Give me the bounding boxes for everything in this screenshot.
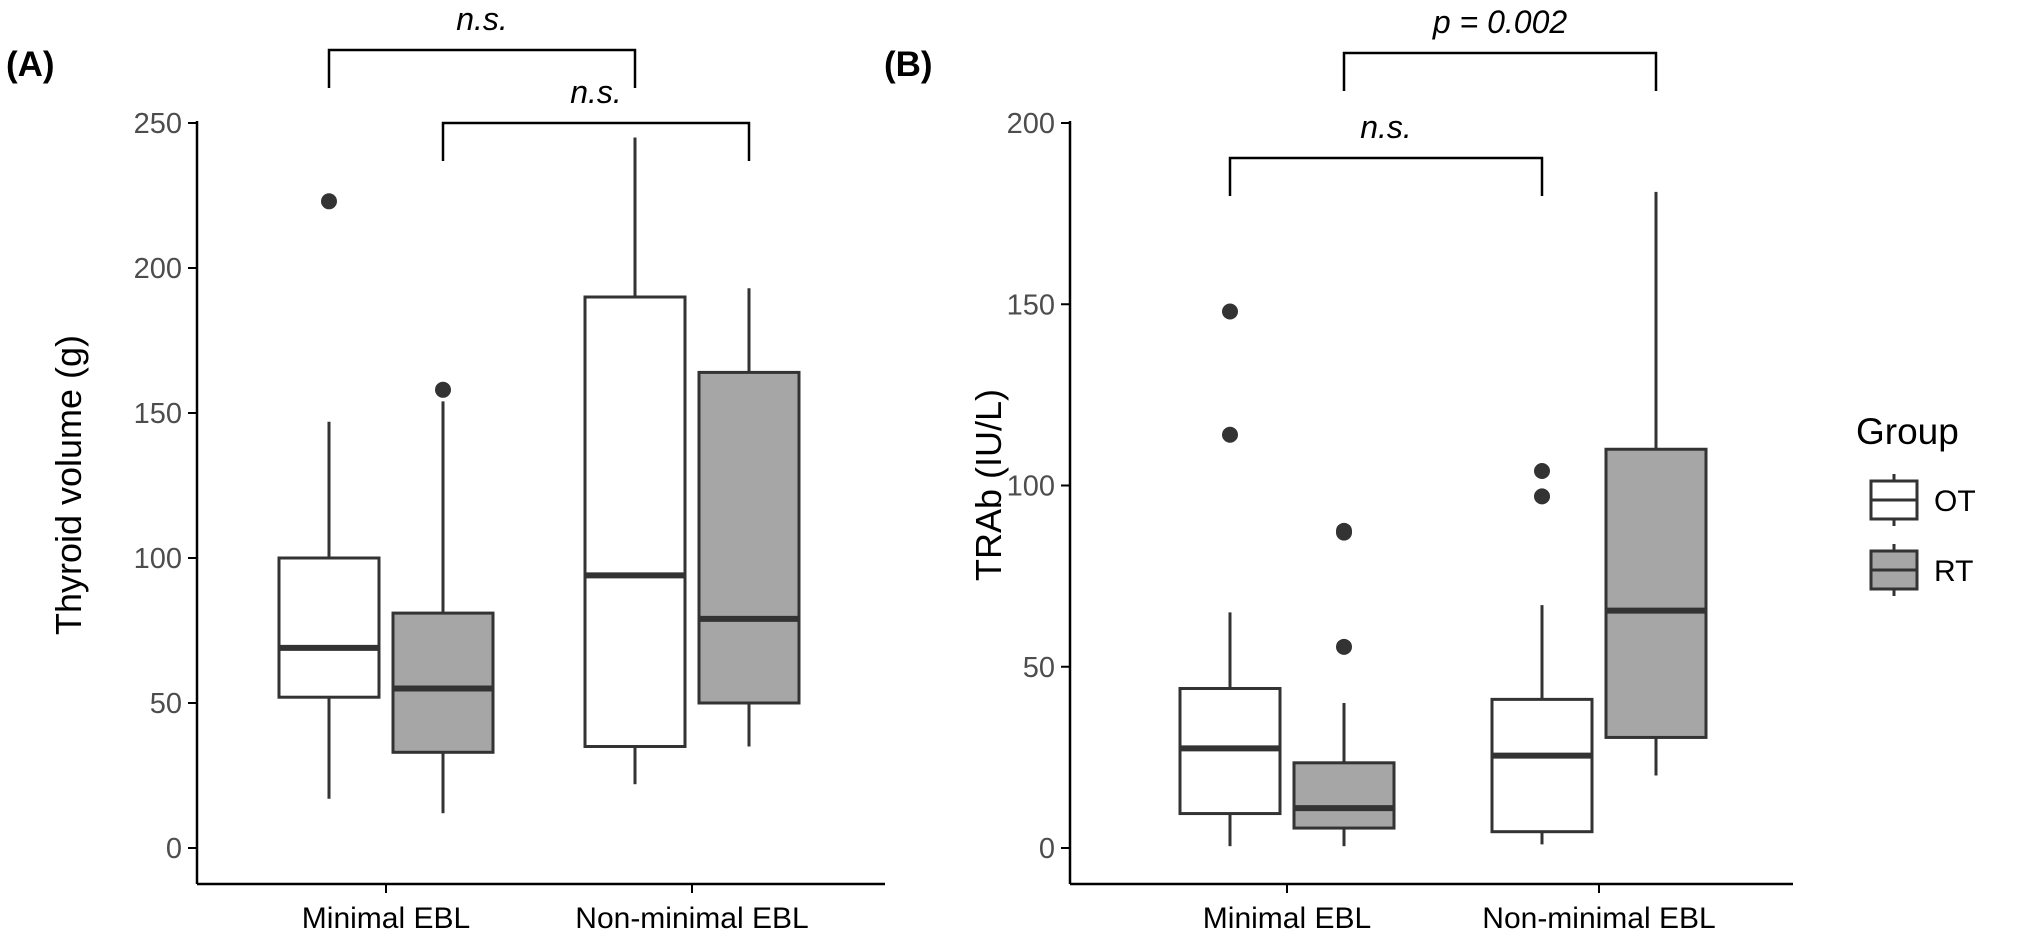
box-rt-minimal <box>391 381 495 814</box>
legend-title: Group <box>1856 411 1959 452</box>
outlier-point <box>435 381 451 398</box>
y-axis-label: TRAb (IU/L) <box>968 389 1009 581</box>
x-tick-label: Minimal EBL <box>302 902 470 935</box>
y-tick-label: 50 <box>1023 652 1055 684</box>
box-rt-minimal <box>1292 522 1396 847</box>
outlier-point <box>1336 638 1352 655</box>
x-tick-label: Minimal EBL <box>1203 902 1371 935</box>
outlier-point <box>1222 426 1238 443</box>
box-iqr <box>277 556 381 699</box>
panel-label: (A) <box>6 45 55 84</box>
box-iqr <box>583 295 687 748</box>
box-ot-minimal <box>277 193 381 799</box>
significance-bracket: n.s. <box>441 74 751 161</box>
x-tick-label: Non-minimal EBL <box>1482 902 1715 935</box>
y-tick-label: 150 <box>1007 289 1055 321</box>
box-iqr <box>1604 447 1708 739</box>
legend-label: OT <box>1934 485 1976 518</box>
outlier-point <box>321 193 337 210</box>
outlier-point <box>1336 522 1352 539</box>
outlier-point <box>1534 463 1550 479</box>
panel-label: (B) <box>884 45 933 84</box>
significance-bracket: n.s. <box>1228 109 1544 196</box>
box-rt-non-minimal <box>1604 191 1708 776</box>
y-tick-label: 0 <box>166 833 182 865</box>
box-ot-non-minimal <box>1490 463 1594 845</box>
y-tick-label: 150 <box>134 398 182 430</box>
y-tick-label: 250 <box>134 108 182 140</box>
significance-bracket: n.s. <box>327 1 637 88</box>
significance-label: p = 0.002 <box>1432 4 1568 40</box>
y-tick-label: 100 <box>134 543 182 575</box>
outlier-point <box>1534 488 1550 505</box>
box-ot-minimal <box>1178 303 1282 847</box>
box-iqr <box>697 370 801 705</box>
legend-item-rt: RT <box>1869 544 1973 596</box>
bracket-line <box>1342 51 1658 91</box>
y-tick-label: 0 <box>1039 833 1055 865</box>
box-rt-non-minimal <box>697 288 801 747</box>
panel-b: (B) 0 50 100 150 200 TRAb (IU/L) Minimal EBL Non… <box>884 4 1793 935</box>
legend-label: RT <box>1934 555 1973 588</box>
legend: Group OT RT <box>1856 411 1976 596</box>
y-tick-label: 100 <box>1007 471 1055 503</box>
significance-label: n.s. <box>1360 109 1412 145</box>
significance-label: n.s. <box>456 1 508 37</box>
y-tick-label: 50 <box>150 688 182 720</box>
box-iqr <box>391 611 495 754</box>
x-tick-label: Non-minimal EBL <box>575 902 808 935</box>
box-ot-non-minimal <box>583 137 687 785</box>
bracket-line <box>1228 156 1544 196</box>
significance-label: n.s. <box>570 74 622 110</box>
box-iqr <box>1292 761 1396 830</box>
y-axis-label: Thyroid volume (g) <box>48 335 89 635</box>
outlier-point <box>1222 303 1238 320</box>
legend-item-ot: OT <box>1869 474 1976 526</box>
bracket-line <box>327 48 637 88</box>
bracket-line <box>441 121 751 161</box>
y-tick-label: 200 <box>134 253 182 285</box>
panel-a: (A) 0 50 100 150 200 250 Thyroid volume (g) Mini… <box>6 1 885 935</box>
significance-bracket: p = 0.002 <box>1342 4 1658 91</box>
y-tick-label: 200 <box>1007 108 1055 140</box>
box-iqr <box>1490 697 1594 834</box>
